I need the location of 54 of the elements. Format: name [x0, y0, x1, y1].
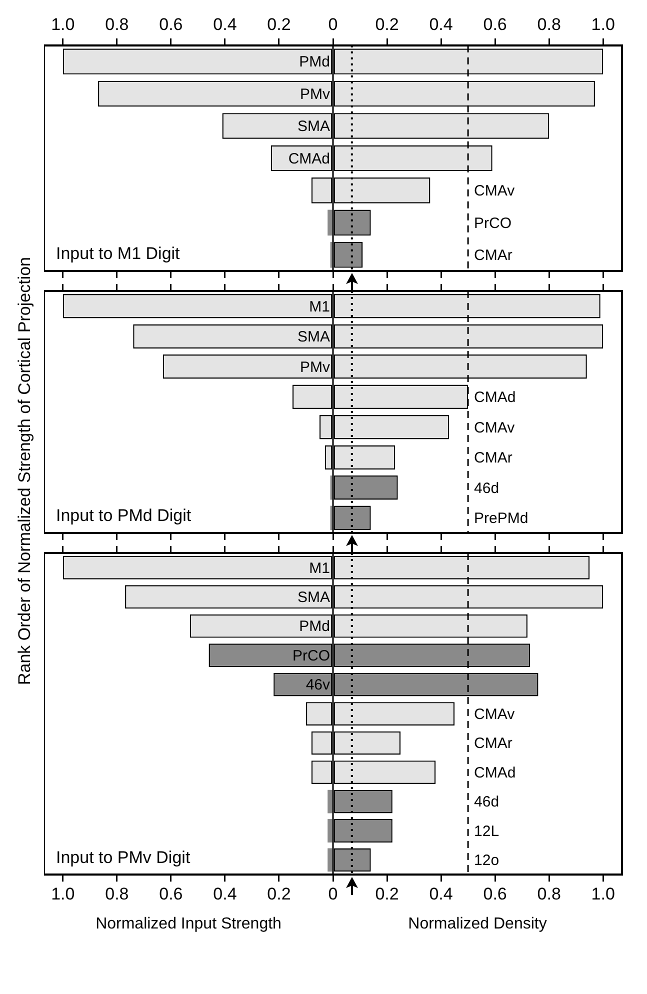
- category-label: SMA: [297, 118, 330, 136]
- category-label: 12o: [474, 852, 500, 870]
- x-tick-label: 0.2: [375, 14, 399, 34]
- category-label: CMAr: [474, 735, 512, 752]
- x-tick-label: 0.8: [537, 14, 561, 34]
- text: Input to M1 Digit: [56, 244, 180, 264]
- category-label: CMAv: [474, 706, 515, 723]
- category-label: 46v: [306, 676, 330, 694]
- x-tick-label: 0.8: [105, 14, 129, 34]
- x-tick-label: 0.2: [267, 884, 291, 904]
- x-tick-label: 0.6: [483, 14, 507, 34]
- x-tick-label: 0.4: [213, 884, 237, 904]
- category-label: PMd: [299, 618, 330, 636]
- x-tick-label: 1.0: [591, 14, 615, 34]
- category-label: PMv: [300, 86, 330, 103]
- x-tick-label: 0: [328, 14, 338, 34]
- x-tick-label: 0.4: [429, 884, 453, 904]
- category-label: CMAd: [474, 389, 516, 406]
- x-axis-title: Normalized Input Strength: [96, 915, 282, 932]
- category-label: PrCO: [474, 214, 512, 232]
- category-label: CMAr: [474, 450, 512, 467]
- text: Normalized Density: [408, 915, 547, 932]
- x-tick-label: 1.0: [51, 884, 75, 904]
- category-label: 46d: [474, 794, 500, 811]
- category-label: PrCO: [292, 647, 330, 664]
- x-tick-label: 0.6: [159, 884, 183, 904]
- y-axis-title: Rank Order of Normalized Strength of Cortical Projection: [15, 256, 35, 686]
- category-label: PMd: [299, 54, 330, 71]
- category-label: CMAv: [474, 419, 515, 436]
- category-label: PMv: [300, 358, 330, 376]
- x-tick-label: 0.6: [483, 884, 507, 904]
- category-label: 46d: [474, 480, 500, 497]
- text: Input to PMv Digit: [56, 848, 190, 867]
- x-tick-label: 0.4: [213, 14, 237, 34]
- category-label: CMAr: [474, 247, 512, 264]
- x-tick-label: 0.4: [429, 14, 453, 34]
- x-tick-label: 1.0: [591, 884, 615, 904]
- x-tick-label: 1.0: [51, 14, 75, 34]
- x-tick-label: 0.2: [375, 884, 399, 904]
- x-tick-label: 0: [328, 884, 338, 904]
- category-label: PrePMd: [474, 510, 528, 528]
- category-label: CMAd: [474, 764, 516, 782]
- x-tick-label: 0.8: [537, 884, 561, 904]
- category-label: 12L: [474, 822, 500, 840]
- category-label: M1: [309, 298, 330, 316]
- category-label: SMA: [297, 328, 330, 346]
- x-tick-label: 0.6: [159, 14, 183, 34]
- category-label: SMA: [297, 588, 330, 606]
- x-tick-label: 0.8: [105, 884, 129, 904]
- category-label: M1: [309, 560, 330, 577]
- category-label: CMAv: [474, 182, 515, 200]
- category-label: CMAd: [288, 150, 330, 168]
- text: Input to PMd Digit: [56, 506, 192, 526]
- x-tick-label: 0.2: [267, 14, 291, 34]
